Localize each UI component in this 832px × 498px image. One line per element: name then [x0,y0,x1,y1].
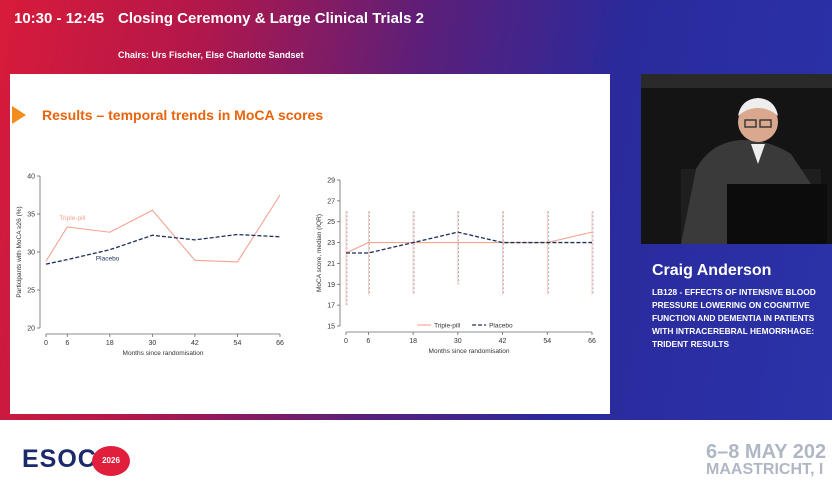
session-title: Closing Ceremony & Large Clinical Trials… [118,10,424,27]
x-tick-label: 66 [588,338,596,345]
x-tick-label: 18 [106,340,114,347]
presentation-slide: Results – temporal trends in MoCA scores… [10,74,610,414]
series-line-placebo [45,233,281,265]
x-tick-label: 6 [65,340,69,347]
speaker-video [641,74,832,244]
series-label-placebo: Placebo [96,256,120,263]
speaker-name: Craig Anderson [652,262,772,279]
moca-median-chart: 15 17 19 21 23 25 27 29 0 6 18 30 42 54 66 Months since… [316,178,596,356]
series-label-triple-pill: Triple-pill [59,215,86,222]
moca-percent-chart: 20 25 30 35 40 0 6 18 30 42 54 66 Months since rando… [16,174,284,358]
legend-label-triple-pill: Triple-pill [434,323,461,330]
talk-title: LB128 - EFFECTS OF INTENSIVE BLOOD PRESS… [652,287,816,349]
series-line-triple-pill [45,194,281,263]
x-tick-label: 42 [191,340,199,347]
y-tick-label: 15 [327,324,335,331]
x-tick-label: 6 [366,338,370,345]
y-tick-label: 29 [327,178,335,185]
y-tick-label: 17 [327,303,335,310]
y-tick-label: 30 [27,250,35,257]
x-axis-label: Months since randomisation [123,350,204,357]
x-tick-label: 42 [499,338,507,345]
legend-label-placebo: Placebo [489,323,513,330]
y-tick-label: 25 [327,219,335,226]
y-tick-label: 25 [27,288,35,295]
session-time: 10:30 - 12:45 [14,10,105,27]
y-tick-label: 40 [27,174,35,181]
event-dates: 6–8 MAY 202 [706,441,827,463]
y-tick-label: 23 [327,240,335,247]
esoc-year-badge: 2026 [92,446,130,476]
x-tick-label: 54 [234,340,242,347]
session-chairs: Chairs: Urs Fischer, Else Charlotte Sand… [118,50,304,60]
y-tick-label: 20 [27,326,35,333]
y-tick-label: 21 [327,261,335,268]
x-tick-label: 54 [543,338,551,345]
speaker-video-frame [641,74,832,244]
slide-arrow-icon [12,106,26,124]
y-axis-label: Participants with MoCA ≥26 (%) [16,206,23,297]
x-tick-label: 18 [409,338,417,345]
esoc-logo: ESOC [22,445,97,473]
y-tick-label: 35 [27,212,35,219]
x-tick-label: 66 [276,340,284,347]
y-tick-label: 27 [327,198,335,205]
x-tick-label: 0 [44,340,48,347]
footer-bar [0,420,832,498]
series-line-placebo [346,231,592,254]
slide-title: Results – temporal trends in MoCA scores [42,107,324,123]
x-tick-label: 30 [148,340,156,347]
y-axis-label: MoCA score, median (IQR) [316,214,323,292]
x-tick-label: 30 [454,338,462,345]
event-location: MAASTRICHT, I [706,461,824,478]
y-tick-label: 19 [327,282,335,289]
x-tick-label: 0 [344,338,348,345]
x-axis-label: Months since randomisation [429,348,510,355]
